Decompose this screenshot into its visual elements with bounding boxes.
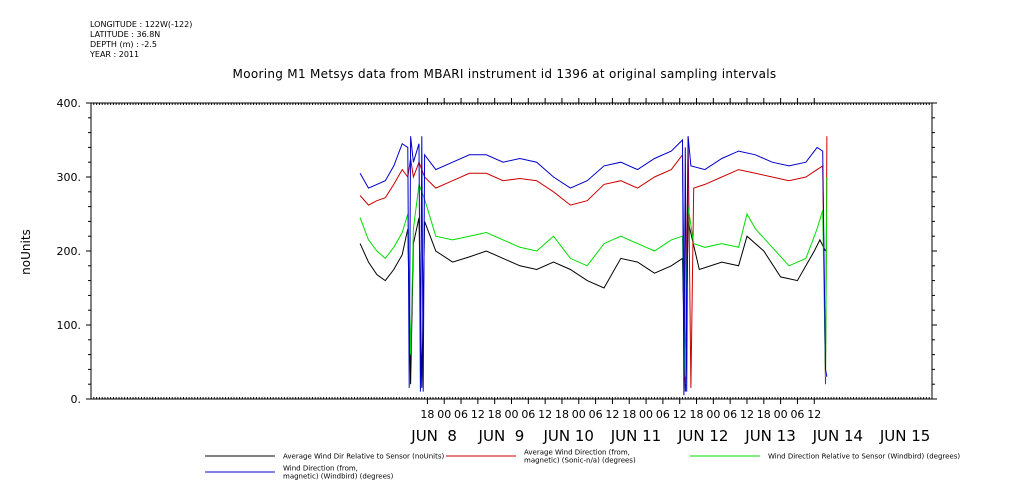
x-tick-label: 12 [673,408,687,421]
x-tick-label: 12 [538,408,552,421]
latitude-label: LATITUDE : 36.8N [90,30,161,39]
longitude-label: LONGITUDE : 122W(-122) [90,20,193,29]
x-tick-label: 12 [605,408,619,421]
x-tick-label: 12 [740,408,754,421]
x-tick-label: 06 [656,408,670,421]
series-line-4 [359,136,828,396]
x-date-label: JUN 12 [677,427,728,445]
y-tick-label: 0. [71,393,82,406]
legend-label-4: Wind Direction (from, [283,465,358,473]
x-date-label: JUN 10 [542,427,593,445]
x-tick-label: 00 [706,408,720,421]
x-date-label: JUN 15 [879,427,930,445]
series-line-1 [359,217,826,392]
x-tick-label: 00 [639,408,653,421]
x-date-label: JUN 11 [610,427,661,445]
x-tick-label: 18 [757,408,771,421]
axes-layer: 0.100.200.300.400.18 00 06 12 18 00 06 12 18 00 06… [57,97,937,445]
x-tick-label: 18 [622,408,636,421]
x-tick-label: 18 [420,408,434,421]
depth-label: DEPTH (m) : -2.5 [90,40,157,49]
series-layer [359,136,828,396]
x-tick-label: 12 [471,408,485,421]
plot-frame [90,102,933,400]
y-tick-label: 300. [57,171,82,184]
x-tick-label: 18 [690,408,704,421]
legend-label-2: magnetic) (Sonic-n/a) (degrees) [524,457,636,465]
x-tick-label: 06 [521,408,535,421]
x-tick-label: 18 [488,408,502,421]
series-line-3 [359,176,828,377]
x-date-label: JUN 9 [478,427,525,445]
x-tick-label: 06 [454,408,468,421]
x-tick-label: 00 [437,408,451,421]
chart-title: Mooring M1 Metsys data from MBARI instru… [232,67,777,81]
legend-label-1: Average Wind Dir Relative to Sensor (noU… [283,453,444,461]
y-tick-label: 100. [57,319,82,332]
legend-label-3: Wind Direction Relative to Sensor (Windb… [768,453,960,461]
x-date-label: JUN 13 [744,427,795,445]
legend-label-4: magnetic) (Windbird) (degrees) [283,473,394,481]
year-label: YEAR : 2011 [90,50,140,59]
x-tick-label: 06 [723,408,737,421]
metadata-block: LONGITUDE : 122W(-122) LATITUDE : 36.8N … [90,20,192,60]
series-line-2 [359,136,828,388]
legend-label-2: Average Wind Direction (from, [524,449,630,457]
x-date-label: JUN 14 [812,427,863,445]
x-tick-label: 00 [774,408,788,421]
x-date-label: JUN 8 [410,427,457,445]
y-tick-label: 400. [57,97,82,110]
x-tick-label: 06 [589,408,603,421]
y-tick-label: 200. [57,245,82,258]
x-tick-label: 00 [572,408,586,421]
legend: Average Wind Dir Relative to Sensor (noU… [205,449,960,481]
x-tick-label: 18 [555,408,569,421]
x-tick-label: 06 [790,408,804,421]
x-tick-label: 00 [505,408,519,421]
x-tick-label: 12 [807,408,821,421]
